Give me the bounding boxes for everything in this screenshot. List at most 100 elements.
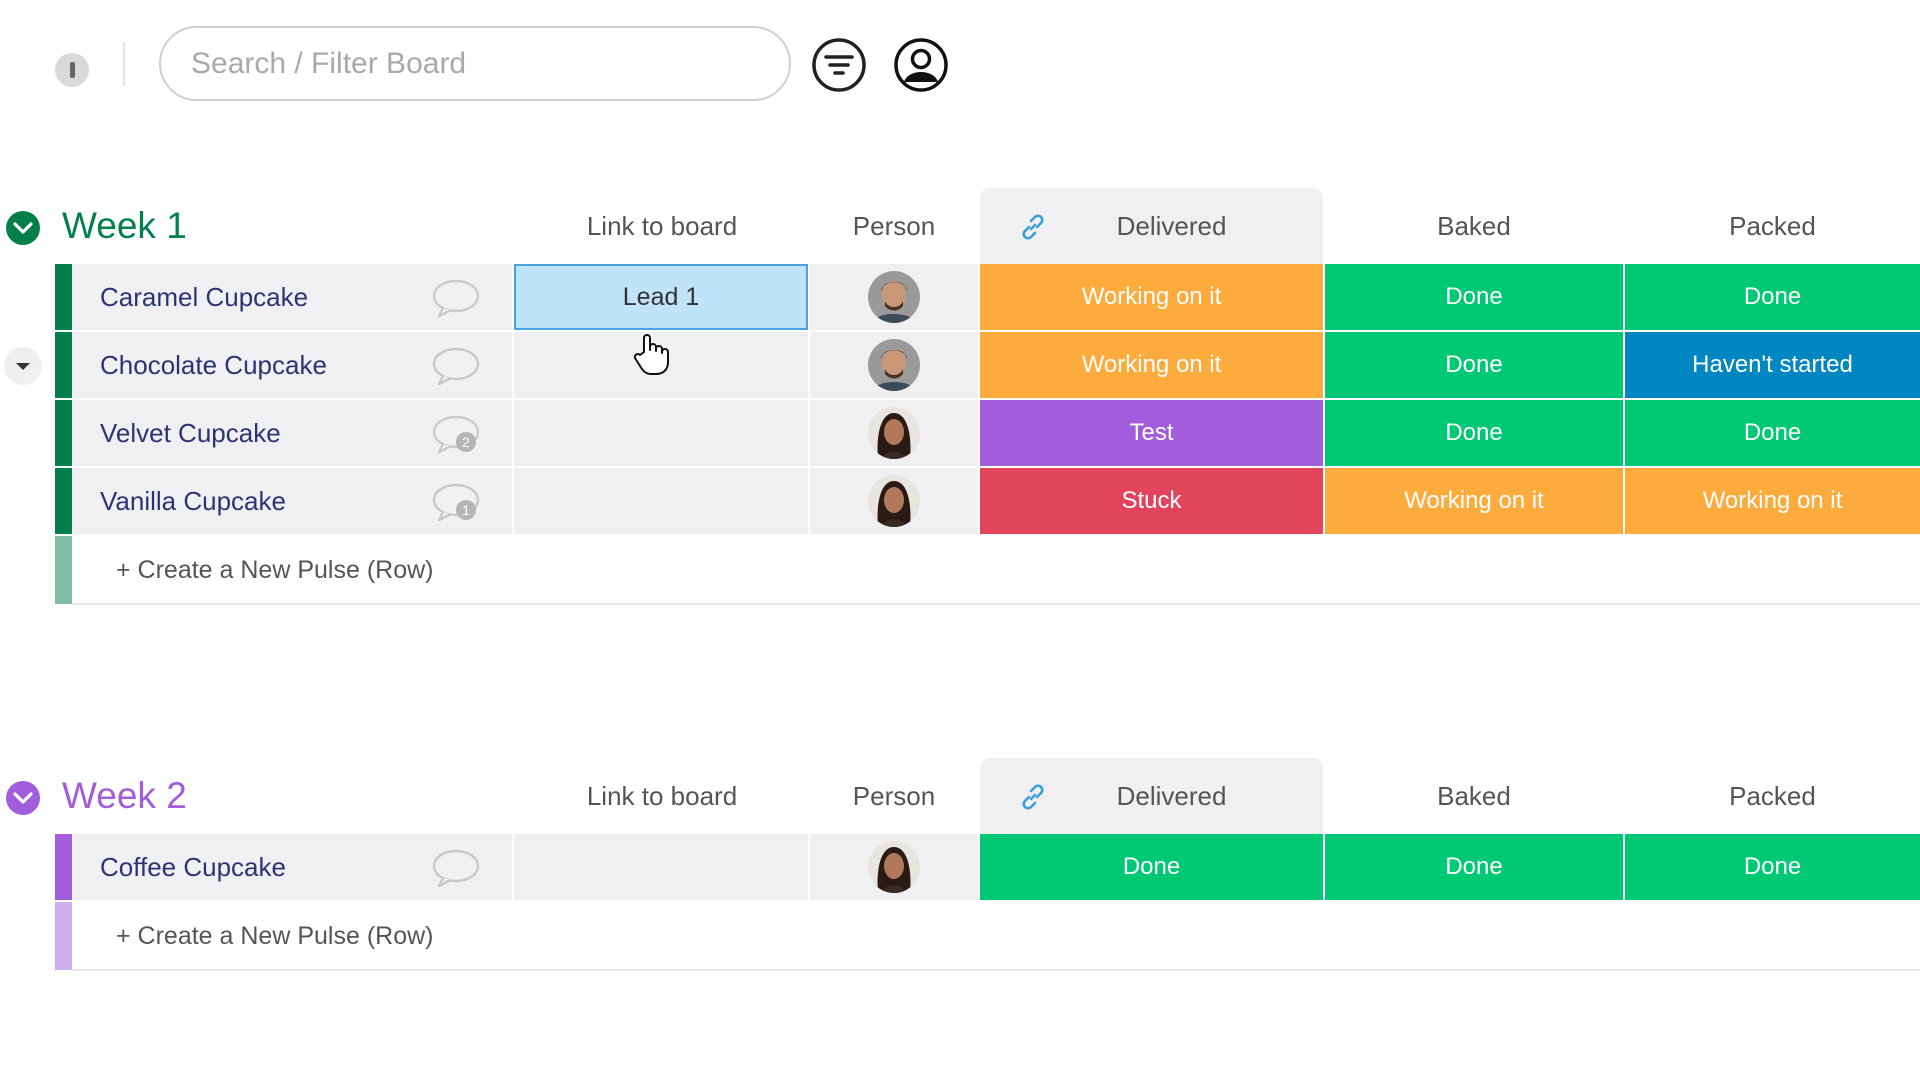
row-name-cell[interactable]: Velvet Cupcake 2 xyxy=(72,400,512,466)
status-label: Working on it xyxy=(1081,351,1222,378)
group-title[interactable]: Week 2 xyxy=(62,775,187,816)
group-title[interactable]: Week 1 xyxy=(62,205,187,246)
avatar xyxy=(868,407,920,459)
person-cell[interactable] xyxy=(810,834,978,900)
delivered-status-cell[interactable]: Test xyxy=(980,400,1323,466)
table-row: Caramel Cupcake Lead 1 Working on it Don… xyxy=(0,264,1920,332)
row-expand-chevron-down-icon[interactable] xyxy=(4,347,42,385)
group-collapse-icon[interactable] xyxy=(6,781,40,815)
link-icon xyxy=(1022,784,1044,810)
column-header-person[interactable]: Person xyxy=(852,780,936,811)
person-filter-icon[interactable] xyxy=(893,37,949,93)
comment-count: 1 xyxy=(462,502,470,518)
search-input[interactable] xyxy=(159,26,791,101)
comment-count: 2 xyxy=(462,434,470,450)
create-new-pulse-button[interactable]: + Create a New Pulse (Row) xyxy=(116,556,434,584)
column-header-link-to-board[interactable]: Link to board xyxy=(586,780,738,811)
row-divider xyxy=(72,969,1920,971)
avatar xyxy=(868,339,920,391)
avatar xyxy=(868,475,920,527)
person-cell[interactable] xyxy=(810,468,978,534)
toolbar-divider xyxy=(123,42,125,86)
link-to-board-cell[interactable] xyxy=(514,834,808,900)
status-label: Working on it xyxy=(1081,283,1222,310)
row-name: Vanilla Cupcake xyxy=(100,486,286,516)
person-cell[interactable] xyxy=(810,264,978,330)
hand-cursor-icon xyxy=(633,334,669,375)
row-color-bar xyxy=(55,536,72,604)
column-header-delivered[interactable]: Delivered xyxy=(980,188,1323,264)
delivered-status-cell[interactable]: Done xyxy=(980,834,1323,900)
link-to-board-cell[interactable]: Lead 1 xyxy=(514,264,808,330)
row-color-bar xyxy=(55,468,72,534)
group-header: Week 1 Link to board Person Delivered Ba… xyxy=(0,188,1920,264)
comment-icon[interactable] xyxy=(431,344,483,388)
comment-icon[interactable] xyxy=(431,276,483,320)
row-name-cell[interactable]: Vanilla Cupcake 1 xyxy=(72,468,512,534)
add-row: + Create a New Pulse (Row) xyxy=(0,902,1920,971)
packed-status-cell[interactable]: Done xyxy=(1625,400,1920,466)
comment-icon[interactable]: 2 xyxy=(431,412,483,456)
group-week-2: Week 2 Link to board Person Delivered Ba… xyxy=(0,758,1920,971)
packed-status-cell[interactable]: Haven't started xyxy=(1625,332,1920,398)
baked-status-cell[interactable]: Done xyxy=(1325,834,1623,900)
top-bar xyxy=(0,0,1920,130)
status-label: Done xyxy=(1743,419,1802,446)
link-to-board-cell[interactable] xyxy=(514,400,808,466)
row-name-cell[interactable]: Chocolate Cupcake xyxy=(72,332,512,398)
group-week-1: Week 1 Link to board Person Delivered Ba… xyxy=(0,188,1920,605)
comment-icon[interactable] xyxy=(431,846,483,890)
status-label: Working on it xyxy=(1404,487,1544,514)
person-cell[interactable] xyxy=(810,332,978,398)
avatar xyxy=(868,271,920,323)
avatar xyxy=(868,841,920,893)
delivered-status-cell[interactable]: Working on it xyxy=(980,264,1323,330)
filter-icon[interactable] xyxy=(811,37,867,93)
group-collapse-icon[interactable] xyxy=(6,211,40,245)
status-label: Haven't started xyxy=(1692,351,1853,378)
column-header-baked[interactable]: Baked xyxy=(1437,780,1511,811)
person-cell[interactable] xyxy=(810,400,978,466)
packed-status-cell[interactable]: Done xyxy=(1625,834,1920,900)
packed-status-cell[interactable]: Working on it xyxy=(1625,468,1920,534)
status-label: Done xyxy=(1445,283,1503,310)
column-header-packed[interactable]: Packed xyxy=(1729,210,1816,241)
baked-status-cell[interactable]: Working on it xyxy=(1325,468,1623,534)
table-row: Chocolate Cupcake Working on it Done Hav… xyxy=(0,332,1920,400)
add-row: + Create a New Pulse (Row) xyxy=(0,536,1920,605)
status-label: Done xyxy=(1445,419,1503,446)
column-header-baked[interactable]: Baked xyxy=(1437,210,1511,241)
column-header-link-to-board[interactable]: Link to board xyxy=(586,210,738,241)
row-color-bar xyxy=(55,264,72,330)
status-label: Working on it xyxy=(1702,487,1843,514)
column-header-label: Delivered xyxy=(1116,210,1227,241)
status-label: Done xyxy=(1445,351,1503,378)
table-row: Velvet Cupcake 2 Test Done Done xyxy=(0,400,1920,468)
row-color-bar xyxy=(55,332,72,398)
column-header-delivered[interactable]: Delivered xyxy=(980,758,1323,834)
link-icon xyxy=(1022,214,1044,240)
baked-status-cell[interactable]: Done xyxy=(1325,264,1623,330)
column-header-person[interactable]: Person xyxy=(852,210,936,241)
row-name: Velvet Cupcake xyxy=(100,418,281,448)
row-name: Coffee Cupcake xyxy=(100,852,286,882)
group-header: Week 2 Link to board Person Delivered Ba… xyxy=(0,758,1920,834)
row-name-cell[interactable]: Coffee Cupcake xyxy=(72,834,512,900)
packed-status-cell[interactable]: Done xyxy=(1625,264,1920,330)
delivered-status-cell[interactable]: Stuck xyxy=(980,468,1323,534)
info-icon[interactable] xyxy=(55,53,89,87)
row-name-cell[interactable]: Caramel Cupcake xyxy=(72,264,512,330)
baked-status-cell[interactable]: Done xyxy=(1325,332,1623,398)
status-label: Done xyxy=(1122,853,1181,880)
comment-icon[interactable]: 1 xyxy=(431,480,483,524)
status-label: Done xyxy=(1743,283,1802,310)
baked-status-cell[interactable]: Done xyxy=(1325,400,1623,466)
row-name: Chocolate Cupcake xyxy=(100,350,327,380)
row-divider xyxy=(72,603,1920,605)
link-to-board-cell[interactable] xyxy=(514,468,808,534)
column-header-packed[interactable]: Packed xyxy=(1729,780,1816,811)
delivered-status-cell[interactable]: Working on it xyxy=(980,332,1323,398)
create-new-pulse-button[interactable]: + Create a New Pulse (Row) xyxy=(116,922,434,950)
table-row: Coffee Cupcake Done Done Done xyxy=(0,834,1920,902)
row-color-bar xyxy=(55,902,72,970)
